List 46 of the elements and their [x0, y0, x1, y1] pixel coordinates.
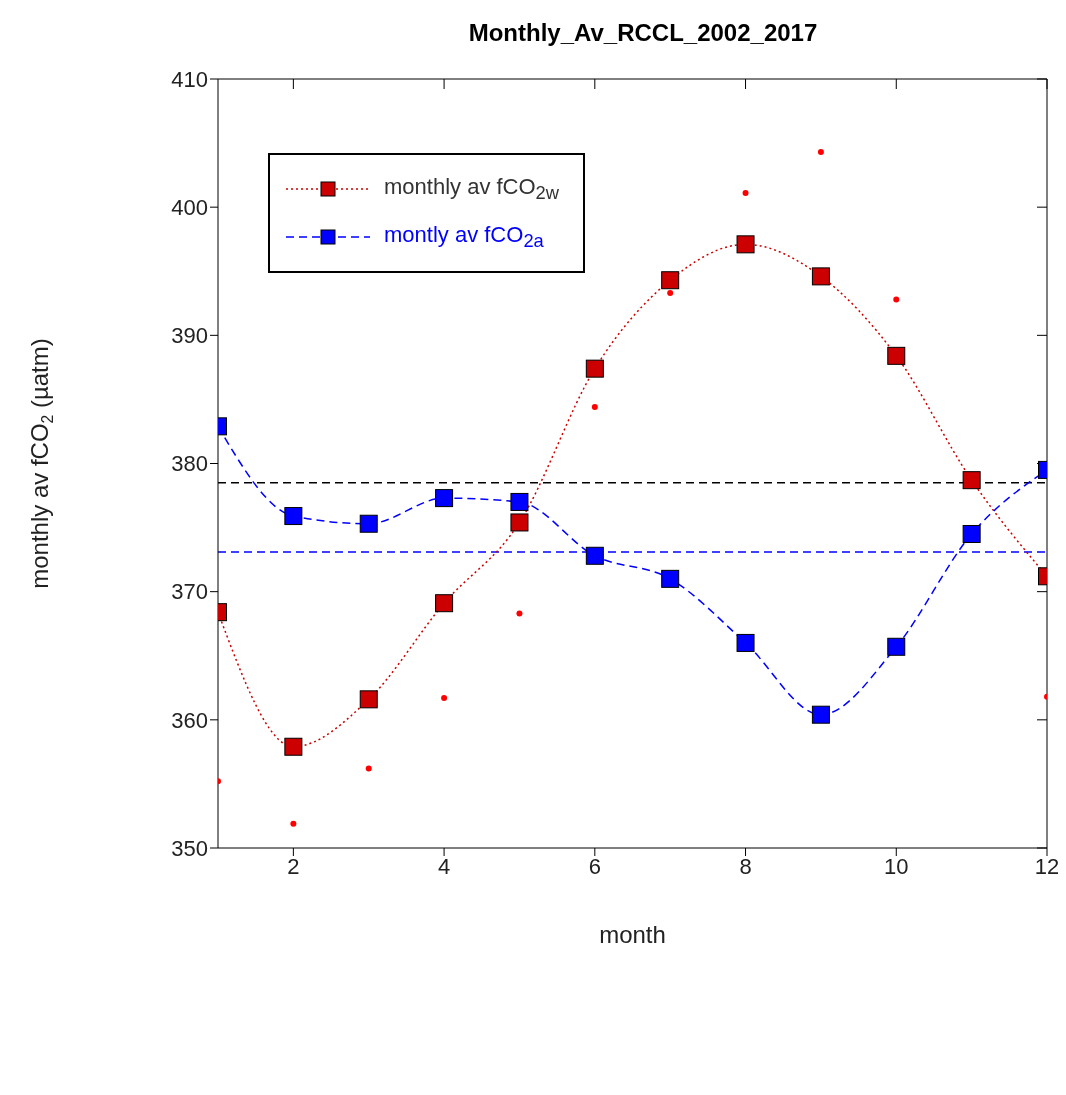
point [284, 507, 303, 526]
chart-title: Monthly_Av_RCCL_2002_2017 [467, 18, 819, 48]
point [962, 471, 981, 490]
point [290, 820, 297, 827]
legend-label: monthly av fCO$_{2w}$ [384, 173, 560, 205]
x-tick-label: 2 [287, 853, 300, 879]
point [284, 737, 303, 756]
point [510, 492, 529, 511]
point [585, 546, 604, 565]
point [962, 524, 981, 543]
point [359, 514, 378, 533]
point [435, 594, 454, 613]
point [893, 296, 900, 303]
point [667, 290, 674, 297]
point [811, 705, 830, 724]
point [887, 637, 906, 656]
legend-label: montly av fCO$_{2a}$ [384, 221, 544, 253]
point [585, 359, 604, 378]
y-tick-label: 410 [171, 66, 208, 92]
x-tick-label: 10 [884, 853, 909, 879]
point [516, 610, 523, 617]
point [742, 190, 749, 197]
point [661, 569, 680, 588]
x-tick-label: 6 [588, 853, 601, 879]
y-tick-label: 360 [171, 707, 208, 733]
point [661, 271, 680, 290]
x-tick-label: 4 [437, 853, 451, 879]
point [887, 346, 906, 365]
point [435, 489, 454, 508]
point [591, 404, 598, 411]
x-axis-title: month [599, 921, 666, 948]
point [441, 695, 448, 702]
x-tick-label: 12 [1034, 853, 1060, 879]
point [359, 690, 378, 709]
point [817, 149, 824, 156]
y-tick-label: 350 [171, 835, 208, 861]
y-tick-label: 390 [171, 323, 208, 349]
point [736, 235, 755, 254]
point [811, 267, 830, 286]
point [365, 765, 372, 772]
y-tick-label: 370 [171, 579, 208, 605]
point [736, 633, 755, 652]
x-tick-label: 8 [739, 853, 752, 879]
y-tick-label: 400 [171, 194, 208, 220]
y-tick-label: 380 [171, 451, 208, 477]
point [510, 513, 529, 532]
